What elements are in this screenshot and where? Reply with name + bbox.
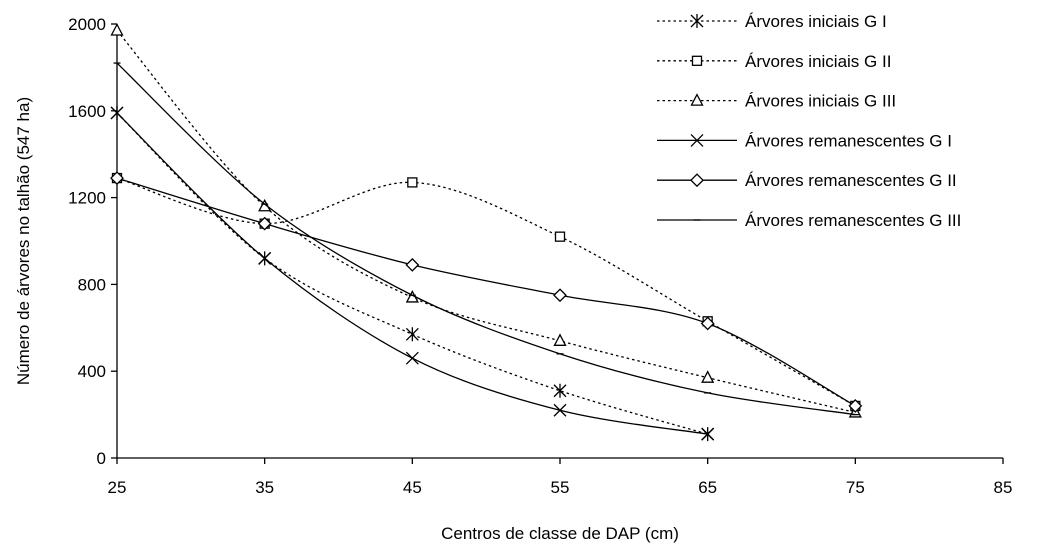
legend-label: Árvores remanescentes G I (745, 131, 952, 150)
series-line (116, 62, 856, 416)
asterisk-marker (553, 383, 567, 398)
square-marker (691, 55, 703, 66)
y-tick-label: 400 (78, 362, 106, 381)
series-1 (110, 105, 715, 442)
x-marker (405, 351, 419, 365)
diamond-marker (110, 171, 124, 185)
diamond-marker (848, 399, 863, 413)
x-marker (690, 133, 704, 147)
series-5 (110, 171, 863, 413)
triangle-marker (690, 93, 704, 106)
x-tick-label: 45 (403, 478, 422, 497)
series-line (116, 30, 856, 414)
legend-item: Árvores iniciais G II (657, 52, 891, 71)
x-marker (701, 427, 715, 441)
square-marker (407, 177, 418, 188)
legend-label: Árvores remanescentes G II (745, 171, 957, 190)
x-ticks: 25 35 45 55 65 75 85 (108, 458, 1013, 497)
triangle-marker (553, 333, 567, 346)
legend-item: Árvores iniciais G III (657, 92, 896, 111)
legend-label: Árvores iniciais G III (745, 92, 896, 111)
series-6 (113, 62, 859, 416)
legend-label: Árvores iniciais G II (745, 52, 891, 71)
diamond-marker (700, 316, 715, 331)
x-marker (110, 106, 124, 120)
legend-item: Árvores remanescentes G I (657, 131, 952, 150)
legend-item: Árvores iniciais G I (657, 12, 887, 31)
asterisk-marker (690, 14, 704, 28)
legend-item: Árvores remanescentes G II (657, 171, 957, 190)
y-tick-label: 800 (78, 275, 106, 294)
y-ticks: 0 400 800 1200 1600 2000 (68, 15, 117, 468)
series-lines (110, 23, 863, 442)
legend: Árvores iniciais G I Árvores iniciais G I… (657, 12, 961, 230)
x-tick-label: 75 (846, 478, 865, 497)
x-tick-label: 65 (698, 478, 717, 497)
asterisk-marker (405, 327, 419, 342)
y-tick-label: 2000 (68, 15, 106, 34)
series-line (116, 177, 856, 407)
series-3 (110, 23, 862, 418)
x-marker (258, 251, 272, 265)
y-tick-label: 0 (97, 449, 106, 468)
diamond-marker (553, 288, 567, 303)
series-line (116, 177, 856, 407)
legend-label: Árvores remanescentes G III (745, 211, 961, 230)
series-2 (111, 172, 861, 412)
legend-item: Árvores remanescentes G III (657, 211, 961, 230)
y-tick-label: 1200 (68, 189, 106, 208)
diamond-marker (257, 216, 272, 231)
series-line (116, 112, 708, 435)
diamond-marker (690, 173, 704, 188)
x-tick-label: 25 (108, 478, 127, 497)
legend-label: Árvores iniciais G I (745, 12, 887, 31)
x-axis-title: Centros de classe de DAP (cm) (441, 524, 679, 543)
y-axis-title: Número de árvores no talhão (547 ha) (14, 97, 33, 385)
series-line (116, 112, 708, 435)
triangle-marker (701, 370, 715, 383)
series-4 (110, 106, 715, 441)
x-tick-label: 35 (255, 478, 274, 497)
x-marker (553, 403, 567, 417)
diamond-marker (405, 257, 420, 272)
y-tick-label: 1600 (68, 102, 106, 121)
square-marker (554, 231, 566, 242)
triangle-marker (110, 23, 124, 36)
x-tick-label: 85 (994, 478, 1013, 497)
x-tick-label: 55 (551, 478, 570, 497)
